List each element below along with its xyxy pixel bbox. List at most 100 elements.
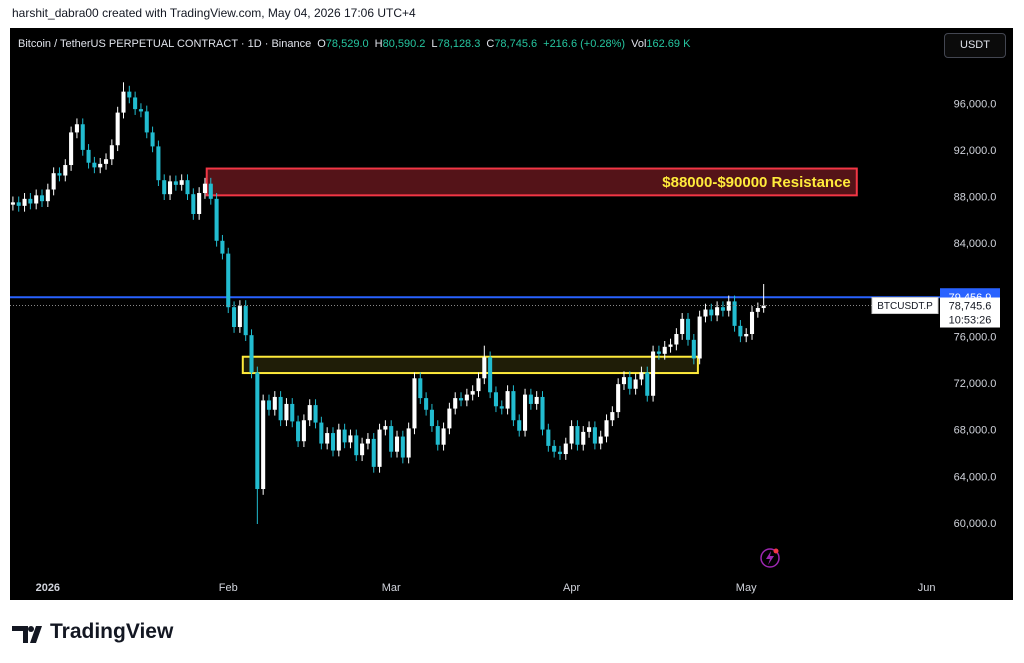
candle-body [412, 378, 417, 429]
candle-body [674, 334, 679, 345]
candle-body [138, 109, 143, 112]
last-price-box [940, 297, 1000, 328]
candle-body [546, 429, 551, 446]
y-tick-label: 88,000.0 [954, 192, 997, 204]
candle-body [400, 436, 405, 458]
candle-body [709, 309, 714, 316]
legend-value: 78,128.3 [437, 38, 481, 50]
candle-body [441, 428, 446, 445]
candle-body [720, 307, 725, 311]
candle-body [173, 181, 178, 185]
candle-body [703, 309, 708, 317]
candle-body [604, 420, 609, 437]
currency-button[interactable]: USDT [944, 33, 1006, 58]
candle-body [144, 111, 149, 133]
candle-body [761, 305, 766, 309]
y-tick-label: 96,000.0 [954, 98, 997, 110]
brand-logo [12, 626, 42, 643]
candle-body [458, 398, 464, 401]
candle-body [255, 372, 260, 489]
candle-body [51, 173, 56, 190]
candle-body [505, 391, 510, 409]
candle-body [464, 394, 469, 401]
candle-body [69, 132, 74, 166]
candle-body [80, 124, 85, 150]
candle-body [453, 398, 458, 409]
zone-label: $88000-$90000 Resistance [662, 174, 850, 191]
legend-value: 162.69 K [646, 38, 691, 50]
candle-body [540, 396, 545, 430]
candle-body [732, 301, 737, 326]
candle-body [645, 372, 650, 396]
candle-body [569, 426, 574, 444]
candle-body [86, 149, 91, 163]
credit: harshit_dabra00 created with TradingView… [12, 6, 416, 20]
candle-body [185, 180, 190, 195]
candle-body [493, 392, 498, 407]
legend-label: O [317, 38, 326, 50]
candle-body [290, 403, 295, 422]
candle-body [552, 445, 557, 452]
zone [205, 167, 858, 197]
legend-label: H [374, 38, 383, 50]
candle-body [360, 443, 365, 456]
legend-value: 80,590.2 [382, 38, 426, 50]
candle-body [383, 426, 388, 430]
candle-body [237, 306, 242, 328]
candle-body [656, 351, 661, 354]
candle-body [627, 377, 632, 389]
candle-body [162, 180, 167, 195]
candle-body [680, 318, 685, 335]
candle-body [325, 433, 330, 444]
candle-body [371, 438, 376, 467]
candle-body [150, 132, 155, 147]
candle-body [697, 316, 702, 359]
candle-body [348, 435, 353, 443]
candle-body [34, 195, 39, 204]
x-tick-label: 2026 [36, 582, 60, 594]
candle-body [342, 429, 347, 443]
candle-body [336, 429, 341, 451]
candle-body [715, 307, 720, 316]
candle-body [296, 421, 301, 442]
legend-value: +216.6 (+0.28%) [543, 38, 626, 50]
y-tick-label: 84,000.0 [954, 238, 997, 250]
candle-body [249, 335, 254, 373]
candle-body [394, 436, 400, 452]
legend: Bitcoin / TetherUS PERPETUAL CONTRACT · … [18, 38, 696, 50]
candle-body [557, 451, 563, 455]
candle-body [266, 400, 272, 410]
candle-body [749, 311, 755, 335]
candle-body [744, 334, 749, 337]
symbol-label: BTCUSDT.P [877, 301, 933, 312]
candle-body [418, 378, 423, 399]
x-tick-label: Feb [219, 582, 238, 594]
candle-body [98, 163, 103, 168]
candle-body [272, 396, 277, 410]
candle-body [74, 124, 79, 133]
candle-body [424, 398, 429, 410]
candle-body [28, 198, 33, 204]
candle-body [109, 145, 114, 160]
x-tick-label: May [736, 582, 757, 594]
legend-label: L [431, 38, 438, 50]
candle-body [243, 306, 248, 336]
candle-body [214, 198, 219, 241]
candle-body [92, 162, 97, 168]
candle-body [528, 394, 533, 404]
candle-body [668, 344, 673, 347]
candle-body [330, 433, 336, 451]
candle-body [63, 165, 68, 176]
candle-body [482, 357, 487, 379]
zone [241, 355, 699, 375]
candle-body [365, 438, 370, 444]
brand-logo-dot [28, 626, 34, 632]
symbol-title: Bitcoin / TetherUS PERPETUAL CONTRACT · … [18, 38, 312, 50]
candle-body [447, 408, 452, 429]
candle-body [488, 357, 493, 393]
candle-body [261, 400, 266, 489]
candle-body [133, 97, 138, 110]
candle-body [313, 405, 318, 423]
